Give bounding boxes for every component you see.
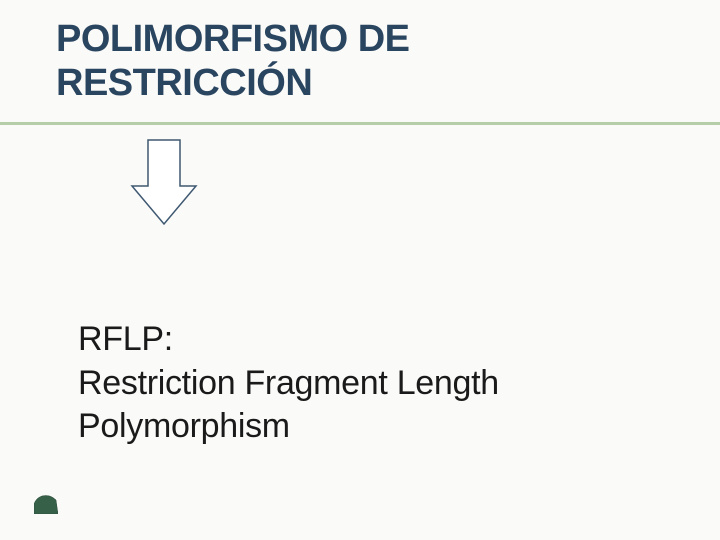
- title-line-2: RESTRICCIÓN: [56, 62, 720, 106]
- body-text-block: RFLP: Restriction Fragment Length Polymo…: [78, 318, 680, 449]
- body-line-3: Polymorphism: [78, 405, 680, 449]
- body-line-2: Restriction Fragment Length: [78, 362, 680, 406]
- title-underline: [0, 122, 720, 125]
- corner-notch-icon: [34, 494, 58, 514]
- body-line-1: RFLP:: [78, 318, 680, 362]
- title-line-1: POLIMORFISMO DE: [56, 18, 720, 62]
- slide-title-block: POLIMORFISMO DE RESTRICCIÓN: [0, 0, 720, 105]
- down-arrow-icon: [128, 136, 200, 233]
